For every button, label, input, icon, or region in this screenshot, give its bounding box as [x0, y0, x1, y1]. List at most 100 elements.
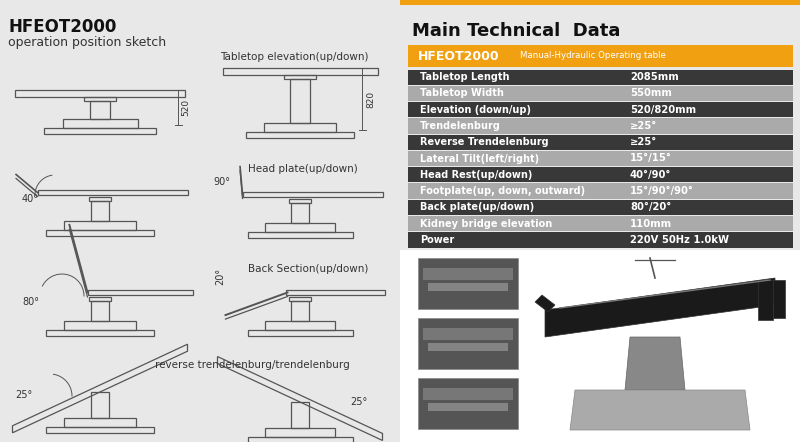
Bar: [400, 250, 800, 442]
Text: 820: 820: [366, 91, 375, 107]
Bar: [246, 132, 354, 138]
Bar: [423, 268, 513, 280]
Text: 25°: 25°: [15, 390, 32, 400]
Text: reverse trendelenburg/trendelenburg: reverse trendelenburg/trendelenburg: [155, 360, 350, 370]
Text: operation position sketch: operation position sketch: [8, 36, 166, 49]
Text: Tabletop elevation(up/down): Tabletop elevation(up/down): [220, 52, 369, 62]
Bar: [408, 86, 793, 101]
Text: Elevation (down/up): Elevation (down/up): [420, 105, 531, 114]
Text: ≥25°: ≥25°: [630, 121, 658, 131]
Bar: [290, 199, 310, 203]
Bar: [408, 69, 793, 85]
Bar: [46, 230, 154, 236]
Bar: [408, 183, 793, 199]
Bar: [286, 290, 385, 295]
Bar: [46, 427, 154, 433]
Text: 80°/20°: 80°/20°: [630, 202, 671, 212]
Text: 520/820mm: 520/820mm: [630, 105, 696, 114]
Text: Main Technical  Data: Main Technical Data: [412, 22, 620, 40]
Bar: [46, 330, 154, 336]
Bar: [91, 201, 109, 221]
Bar: [64, 221, 136, 230]
Bar: [408, 102, 793, 117]
Bar: [423, 388, 513, 400]
Bar: [408, 151, 793, 166]
Bar: [408, 167, 793, 183]
Bar: [408, 135, 793, 150]
Bar: [418, 318, 518, 369]
Text: Back plate(up/down): Back plate(up/down): [420, 202, 534, 212]
Text: 25°: 25°: [350, 397, 367, 407]
Text: 20°: 20°: [215, 268, 225, 285]
Bar: [418, 378, 518, 429]
Bar: [62, 119, 138, 128]
Bar: [408, 45, 793, 67]
Bar: [44, 128, 156, 134]
Text: Head Rest(up/down): Head Rest(up/down): [420, 170, 532, 180]
Text: ≥25°: ≥25°: [630, 137, 658, 147]
Text: 520: 520: [181, 99, 190, 115]
Text: 110mm: 110mm: [630, 219, 672, 229]
Text: Kidney bridge elevation: Kidney bridge elevation: [420, 219, 552, 229]
Text: Head plate(up/down): Head plate(up/down): [248, 164, 358, 174]
Bar: [64, 321, 136, 330]
Text: Tabletop Length: Tabletop Length: [420, 72, 510, 82]
Text: Lateral Tilt(left/right): Lateral Tilt(left/right): [420, 153, 539, 164]
Bar: [87, 290, 193, 295]
Text: 15°/90°/90°: 15°/90°/90°: [630, 186, 694, 196]
Bar: [428, 283, 508, 291]
Bar: [90, 297, 110, 301]
Text: Manual-Hydraulic Operating table: Manual-Hydraulic Operating table: [520, 52, 666, 61]
Bar: [242, 192, 382, 197]
Bar: [290, 79, 310, 123]
Bar: [423, 328, 513, 340]
Text: Footplate(up, down, outward): Footplate(up, down, outward): [420, 186, 585, 196]
Bar: [400, 0, 800, 5]
Text: 2085mm: 2085mm: [630, 72, 678, 82]
Bar: [247, 232, 353, 238]
Text: 15°/15°: 15°/15°: [630, 153, 672, 164]
Bar: [290, 297, 310, 301]
Bar: [247, 330, 353, 336]
Polygon shape: [535, 295, 555, 312]
Bar: [408, 118, 793, 133]
Bar: [773, 280, 785, 318]
Bar: [265, 321, 335, 330]
Text: Back Section(up/down): Back Section(up/down): [248, 264, 368, 274]
Text: 90°: 90°: [213, 177, 230, 187]
Bar: [247, 437, 353, 442]
Bar: [291, 402, 309, 428]
Bar: [91, 392, 109, 418]
Bar: [38, 190, 187, 195]
Bar: [91, 301, 109, 321]
Bar: [90, 101, 110, 119]
Bar: [428, 343, 508, 351]
Text: 80°: 80°: [22, 297, 39, 307]
Text: Power: Power: [420, 235, 454, 245]
Bar: [90, 197, 110, 201]
Bar: [291, 203, 309, 223]
Text: HFEOT2000: HFEOT2000: [8, 18, 116, 36]
Bar: [408, 232, 793, 248]
Polygon shape: [570, 390, 750, 430]
Bar: [265, 223, 335, 232]
Text: 40°/90°: 40°/90°: [630, 170, 671, 180]
Bar: [418, 258, 518, 309]
Bar: [408, 216, 793, 231]
Text: Reverse Trendelenburg: Reverse Trendelenburg: [420, 137, 549, 147]
Bar: [291, 301, 309, 321]
Text: 550mm: 550mm: [630, 88, 672, 99]
Text: 40°: 40°: [22, 194, 39, 204]
Bar: [64, 418, 136, 427]
Bar: [284, 75, 316, 79]
Text: HFEOT2000: HFEOT2000: [418, 50, 500, 62]
Bar: [758, 280, 773, 320]
Bar: [84, 97, 116, 101]
Text: Tabletop Width: Tabletop Width: [420, 88, 504, 99]
Bar: [222, 68, 378, 75]
Bar: [15, 90, 185, 97]
Bar: [408, 200, 793, 215]
Bar: [264, 123, 336, 132]
Bar: [428, 403, 508, 411]
Bar: [265, 428, 335, 437]
